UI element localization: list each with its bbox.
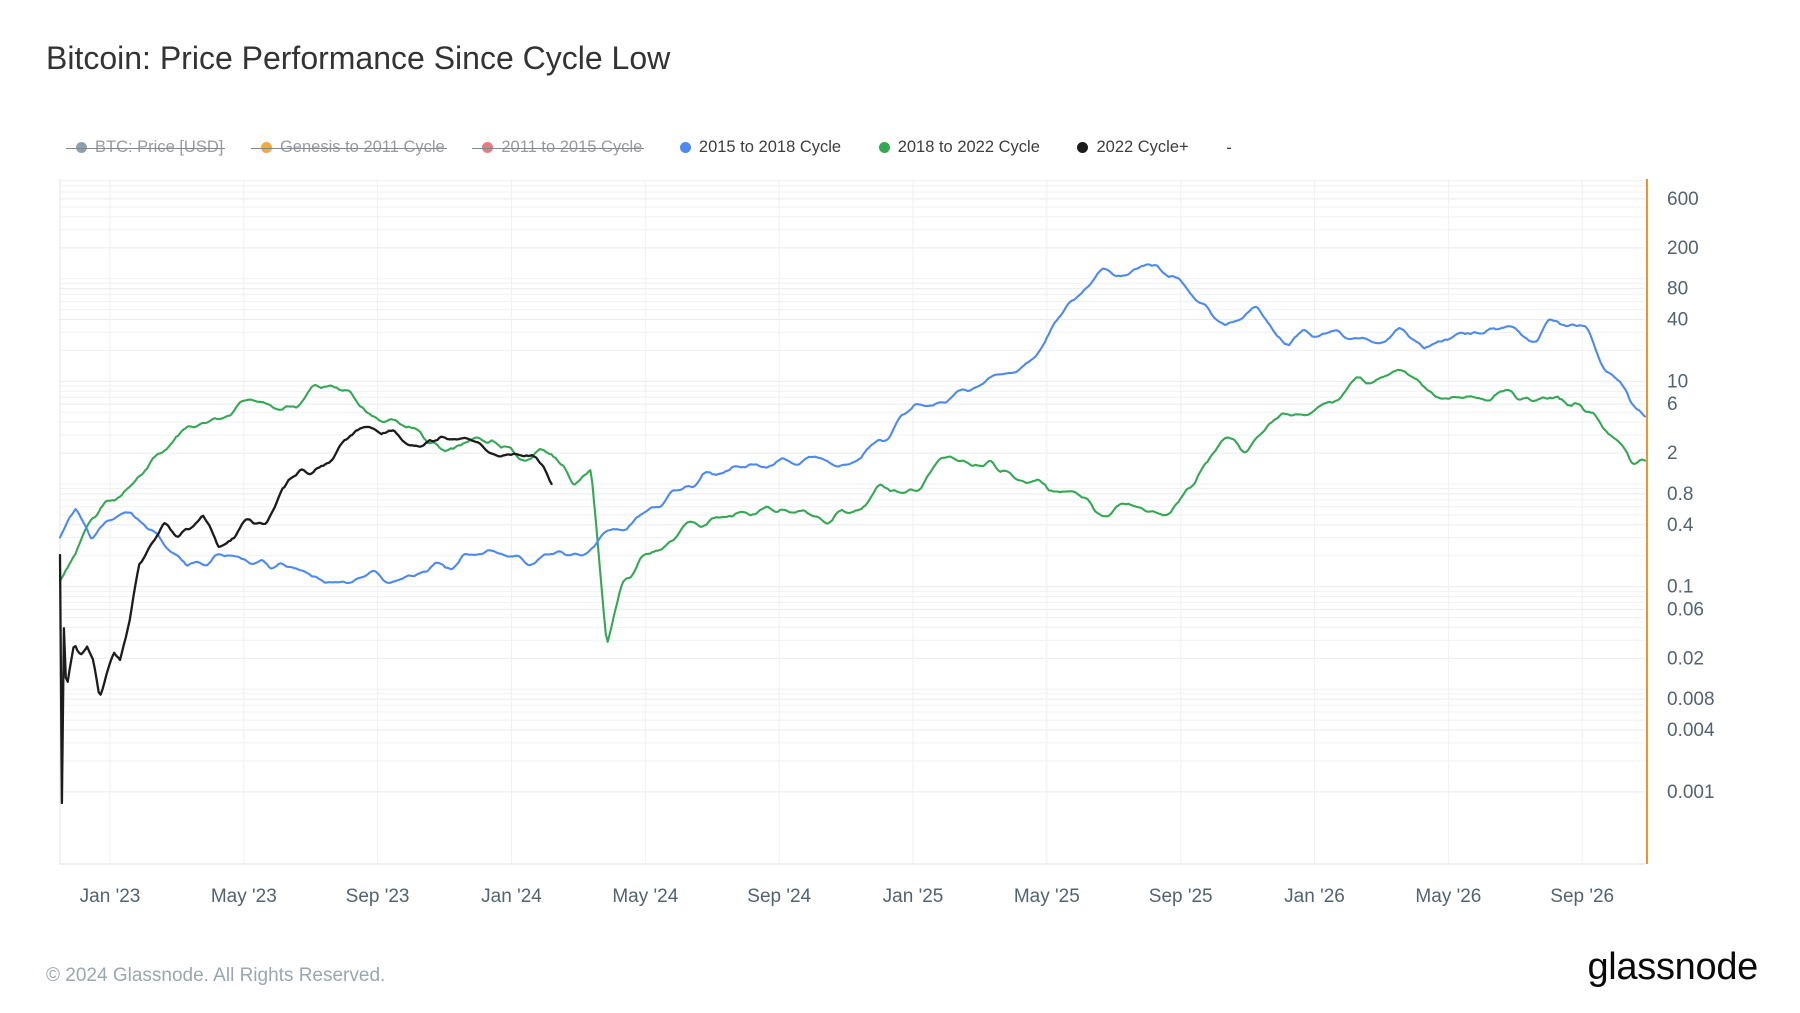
- svg-text:600: 600: [1667, 189, 1699, 210]
- svg-text:Jan '24: Jan '24: [481, 886, 542, 907]
- svg-text:2: 2: [1667, 443, 1678, 464]
- svg-text:0.8: 0.8: [1667, 484, 1693, 505]
- svg-text:0.06: 0.06: [1667, 599, 1704, 620]
- svg-text:40: 40: [1667, 310, 1688, 331]
- svg-text:0.008: 0.008: [1667, 689, 1715, 710]
- svg-text:May '25: May '25: [1014, 886, 1080, 907]
- svg-text:May '23: May '23: [211, 886, 277, 907]
- svg-text:Sep '25: Sep '25: [1149, 886, 1213, 907]
- svg-text:Sep '23: Sep '23: [346, 886, 410, 907]
- svg-text:Jan '23: Jan '23: [80, 886, 141, 907]
- svg-text:0.02: 0.02: [1667, 648, 1704, 669]
- svg-text:0.004: 0.004: [1667, 720, 1715, 741]
- svg-text:May '24: May '24: [612, 886, 678, 907]
- svg-text:10: 10: [1667, 371, 1688, 392]
- svg-text:Jan '25: Jan '25: [883, 886, 944, 907]
- svg-text:6: 6: [1667, 394, 1678, 415]
- svg-text:Jan '26: Jan '26: [1284, 886, 1345, 907]
- svg-text:Sep '24: Sep '24: [747, 886, 811, 907]
- svg-text:80: 80: [1667, 279, 1688, 300]
- svg-text:May '26: May '26: [1415, 886, 1481, 907]
- svg-text:0.001: 0.001: [1667, 782, 1715, 803]
- svg-text:0.1: 0.1: [1667, 577, 1693, 598]
- svg-text:200: 200: [1667, 238, 1699, 259]
- svg-text:0.4: 0.4: [1667, 515, 1694, 536]
- svg-text:Sep '26: Sep '26: [1550, 886, 1614, 907]
